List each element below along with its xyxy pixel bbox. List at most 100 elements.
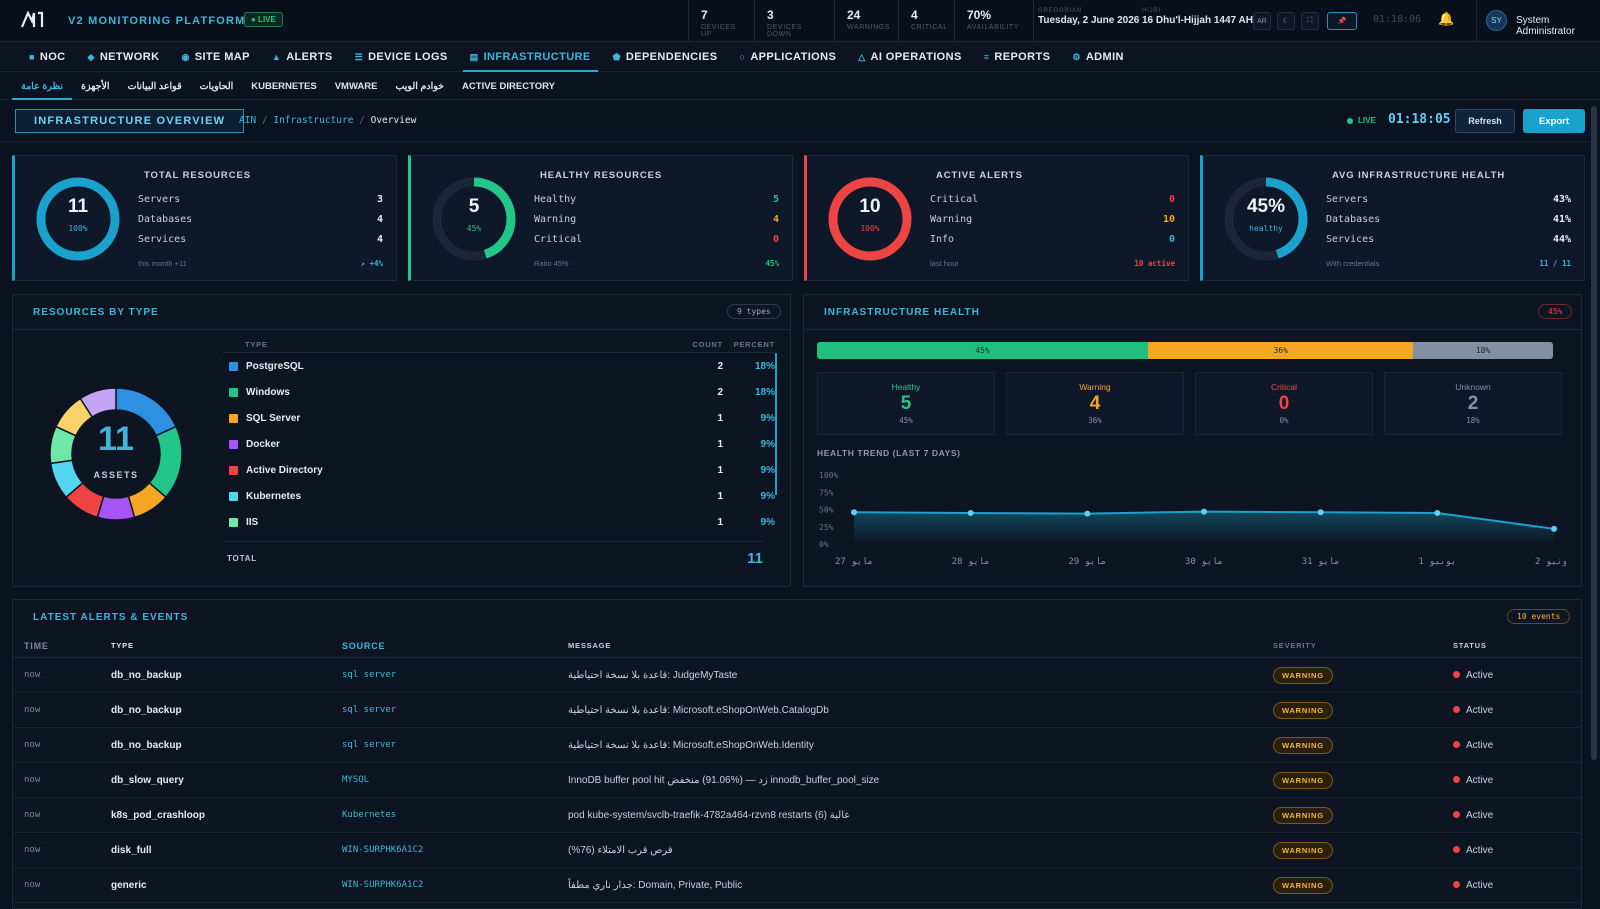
top-bar: V2 MONITORING PLATFORM ● LIVE 7 DEVICES … <box>0 0 1600 42</box>
ring-subtitle: healthy <box>1249 224 1283 233</box>
logo-icon[interactable] <box>20 11 44 29</box>
table-row[interactable]: now db_no_backup sql server قاعدة بلا نسخة … <box>13 693 1581 728</box>
type-name: Docker <box>245 438 280 450</box>
alert-time: now <box>24 845 41 855</box>
alert-time: now <box>24 740 41 750</box>
breadcrumb-item[interactable]: AIN <box>239 115 257 126</box>
type-percent: 18% <box>754 386 775 398</box>
language-button[interactable]: AR <box>1253 12 1271 30</box>
page-scrollbar[interactable] <box>1591 106 1597 760</box>
alert-source[interactable]: sql server <box>342 705 397 715</box>
alert-source[interactable]: WIN-SURPHK6A1C2 <box>342 845 424 855</box>
trend-point <box>851 509 857 516</box>
type-name: Windows <box>245 386 290 398</box>
trend-point <box>1317 509 1324 516</box>
kpi-row-value: 3 <box>376 193 383 205</box>
refresh-button[interactable]: Refresh <box>1455 109 1515 133</box>
nav-noc[interactable]: ■ NOC <box>18 42 77 72</box>
alert-time: now <box>24 670 41 680</box>
bar-segment-unknown: 18% <box>1413 342 1553 359</box>
hijri-date: HIJRI 16 Dhu'l-Hijjah 1447 AH <box>1142 8 1253 26</box>
color-swatch <box>229 439 238 449</box>
health-card-percent: 45% <box>899 416 913 425</box>
nav-reports[interactable]: ≡ REPORTS <box>973 42 1062 72</box>
kpi-row-label: Info <box>930 233 955 245</box>
main-nav: ■ NOC ◆ NETWORK ◉ SITE MAP ▲ ALERTS ☰ DEVICE … <box>0 42 1600 72</box>
fullscreen-button[interactable]: ⛶ <box>1301 12 1319 30</box>
table-row[interactable]: now db_no_backup sql server قاعدة بلا نسخة … <box>13 728 1581 763</box>
alert-message: InnoDB buffer pool hit زد — (%91.06) منخ… <box>568 774 880 786</box>
kpi-rows: Servers 3 Databases 4 Services 4 <box>138 189 383 249</box>
nav-device-logs[interactable]: ☰ DEVICE LOGS <box>344 42 459 72</box>
nav-network[interactable]: ◆ NETWORK <box>77 42 171 72</box>
table-row[interactable]: Kubernetes 1 9% <box>223 483 775 509</box>
nav-dependencies[interactable]: ⬟ DEPENDENCIES <box>602 42 729 72</box>
alert-source[interactable]: sql server <box>342 740 397 750</box>
status-text: Active <box>1466 809 1494 821</box>
alert-source[interactable]: Kubernetes <box>342 810 397 820</box>
subtab-vmware[interactable]: VMWARE <box>334 80 378 92</box>
alert-source[interactable]: MYSQL <box>342 775 370 785</box>
alert-source[interactable]: WIN-SURPHK6A1C2 <box>342 880 424 890</box>
nav-label: DEVICE LOGS <box>368 51 448 63</box>
bar-segment-healthy: 45% <box>817 342 1149 359</box>
table-row[interactable]: IIS 1 9% <box>223 509 775 535</box>
kpi-footer-left: this month +11 <box>138 259 187 268</box>
kpi-footer: Ratio 45% 45% <box>534 259 779 268</box>
avatar[interactable]: SY <box>1486 10 1507 31</box>
ring-fill <box>36 177 120 261</box>
table-row[interactable]: Active Directory 1 9% <box>223 457 775 483</box>
alert-source[interactable]: sql server <box>342 670 397 680</box>
table-row[interactable]: now generic WIN-SURPHK6A1C2 جدار ناري مطفأ:… <box>13 868 1581 903</box>
x-tick-label: 28 مايو <box>952 557 990 567</box>
x-tick-label: 1 يونيو <box>1418 557 1456 567</box>
table-row[interactable]: PostgreSQL 2 18% <box>223 353 775 379</box>
pin-button[interactable]: 📌 <box>1327 12 1357 30</box>
kpi-row: Databases 41% <box>1326 209 1571 229</box>
table-row[interactable]: now k8s_pod_crashloop Kubernetes pod kube-s… <box>13 798 1581 833</box>
kpi-title: AVG INFRASTRUCTURE HEALTH <box>1332 170 1506 181</box>
nav-applications[interactable]: ○ APPLICATIONS <box>728 42 847 72</box>
alert-message: pod kube-system/svclb-traefik-4782a464-r… <box>568 809 851 821</box>
col-type: TYPE <box>245 340 268 349</box>
latest-alerts-panel: LATEST ALERTS & EVENTS 10 events TIME TY… <box>12 599 1582 909</box>
subtab-overview[interactable]: نظرة عامة <box>12 72 73 100</box>
bell-icon[interactable]: 🔔 <box>1438 11 1455 26</box>
table-row[interactable]: Docker 1 9% <box>223 431 775 457</box>
health-card-warning: Warning 4 36% <box>1006 372 1184 435</box>
table-row[interactable]: now db_slow_query MYSQL InnoDB buffer pool … <box>13 763 1581 798</box>
nav-ai-operations[interactable]: △ AI OPERATIONS <box>847 42 973 72</box>
subtab-databases[interactable]: قواعد البيانات <box>127 80 182 92</box>
trend-title: HEALTH TREND (LAST 7 DAYS) <box>817 448 961 458</box>
theme-toggle-button[interactable]: ☾ <box>1277 12 1295 30</box>
table-row[interactable]: now db_no_backup sql server قاعدة بلا نسخة … <box>13 658 1581 693</box>
nav-label: SITE MAP <box>194 51 250 63</box>
trend-point <box>1084 510 1091 517</box>
subtab-devices[interactable]: الأجهزة <box>81 80 110 92</box>
table-row[interactable]: SQL Server 1 9% <box>223 405 775 431</box>
severity-badge: WARNING <box>1273 841 1333 859</box>
nav-site-map[interactable]: ◉ SITE MAP <box>170 42 260 72</box>
subtab-kubernetes[interactable]: KUBERNETES <box>251 80 317 92</box>
nav-infrastructure[interactable]: ▤ INFRASTRUCTURE <box>459 42 602 72</box>
scrollbar[interactable] <box>775 353 777 495</box>
x-tick-label: 2 يونيو <box>1535 557 1566 567</box>
breadcrumb-item[interactable]: Infrastructure <box>273 115 354 126</box>
status-dot-icon <box>1453 741 1460 749</box>
user-name[interactable]: System Administrator <box>1516 15 1575 37</box>
col-status: STATUS <box>1453 641 1487 650</box>
nav-admin[interactable]: ⚙ ADMIN <box>1061 42 1135 72</box>
kpi-footer-right: 11 / 11 <box>1539 259 1571 268</box>
ring-fill <box>432 177 516 261</box>
nav-alerts[interactable]: ▲ ALERTS <box>261 42 344 72</box>
table-row[interactable]: Windows 2 18% <box>223 379 775 405</box>
stat-value: 70% <box>967 8 992 22</box>
subtab-active-directory[interactable]: ACTIVE DIRECTORY <box>462 80 555 92</box>
resource-type-table: TYPE COUNT PERCENT PostgreSQL 2 18% Windows… <box>223 337 775 535</box>
export-button[interactable]: Export <box>1523 109 1585 133</box>
bar-segment-warning: 36% <box>1148 342 1414 359</box>
subtab-containers[interactable]: الحاويات <box>199 80 234 92</box>
table-row[interactable]: now disk_full WIN-SURPHK6A1C2 (%76) قرص قرب… <box>13 833 1581 868</box>
type-count: 2 <box>717 360 724 372</box>
subtab-web-servers[interactable]: خوادم الويب <box>395 80 445 92</box>
